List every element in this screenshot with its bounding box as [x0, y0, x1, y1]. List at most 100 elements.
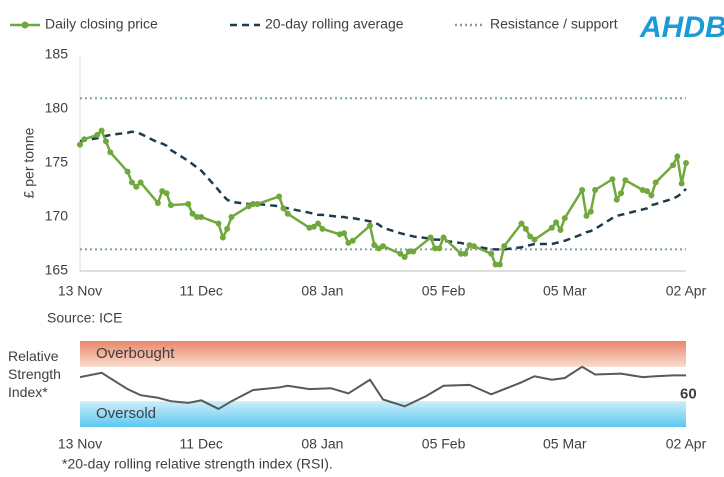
point: [522, 225, 529, 232]
band: [80, 401, 686, 427]
point: [501, 243, 508, 250]
point: [648, 192, 655, 199]
point: [527, 233, 534, 240]
point: [644, 188, 651, 195]
point: [254, 201, 261, 208]
band-label: Oversold: [96, 405, 156, 422]
point: [319, 225, 326, 232]
point: [349, 237, 356, 244]
point: [457, 250, 464, 257]
point: [410, 248, 417, 255]
point: [548, 224, 555, 231]
point: [592, 187, 599, 193]
footnote: *20-day rolling relative strength index …: [62, 456, 333, 472]
point: [154, 199, 161, 206]
point: [250, 201, 257, 208]
x-tick-label: 11 Dec: [180, 436, 223, 452]
band-label: Overbought: [96, 345, 175, 362]
point: [440, 234, 447, 241]
point: [198, 214, 205, 220]
point: [427, 234, 434, 241]
point: [579, 187, 586, 193]
point: [380, 243, 386, 250]
point: [98, 127, 105, 134]
y-tick-label: 175: [45, 154, 69, 170]
x-tick-label: 05 Mar: [543, 436, 587, 452]
point: [284, 210, 291, 217]
point: [107, 149, 114, 156]
x-tick-label: 08 Jan: [301, 283, 343, 299]
point: [462, 250, 469, 257]
point: [401, 253, 408, 260]
point: [341, 230, 348, 237]
point: [228, 214, 235, 220]
legend-label: 20-day rolling average: [265, 16, 404, 32]
point: [81, 136, 88, 143]
point: [518, 220, 525, 227]
point: [167, 202, 174, 209]
point: [128, 179, 135, 186]
point: [367, 222, 374, 229]
point: [215, 220, 222, 227]
point: [678, 180, 685, 187]
point: [102, 138, 109, 145]
x-tick-label: 11 Dec: [180, 283, 223, 299]
x-tick-label: 02 Apr: [666, 436, 707, 452]
point: [583, 212, 590, 219]
point: [397, 250, 404, 257]
point: [618, 190, 625, 197]
point: [310, 223, 317, 230]
point: [531, 236, 538, 243]
point: [470, 243, 477, 250]
point: [124, 168, 131, 175]
x-tick-label: 13 Nov: [58, 436, 102, 452]
point: [670, 162, 677, 169]
point: [622, 177, 629, 184]
point: [405, 248, 412, 255]
legend-label: Daily closing price: [45, 16, 158, 32]
point: [587, 208, 594, 215]
point: [219, 234, 226, 241]
band: [80, 341, 686, 367]
y-tick-label: 185: [45, 46, 69, 62]
point: [185, 201, 192, 208]
x-tick-label: 13 Nov: [58, 283, 102, 299]
point: [431, 245, 438, 252]
point: [557, 226, 564, 233]
point: [683, 160, 689, 166]
y-tick-label: 170: [45, 208, 69, 224]
point: [133, 183, 140, 190]
logo: AHDB: [639, 11, 724, 44]
point: [492, 261, 499, 268]
legend-label: Resistance / support: [490, 16, 618, 32]
point: [436, 245, 443, 252]
x-tick-label: 05 Feb: [422, 283, 466, 299]
rsi-axis-label: Relative Strength Index*: [8, 348, 61, 400]
series-line: [79, 130, 687, 251]
source: Source: ICE: [47, 310, 122, 326]
x-tick-label: 05 Mar: [543, 283, 587, 299]
point: [163, 190, 170, 197]
point: [371, 242, 378, 249]
point: [652, 179, 659, 186]
point: [137, 179, 144, 186]
x-tick-label: 02 Apr: [666, 283, 707, 299]
point: [280, 205, 287, 212]
point: [77, 141, 83, 148]
x-tick-label: 05 Feb: [422, 436, 466, 452]
y-axis-label: £ per tonne: [21, 127, 37, 198]
point: [674, 153, 681, 160]
point: [496, 261, 503, 268]
point: [613, 196, 620, 203]
point: [189, 210, 196, 217]
point: [315, 220, 322, 227]
point: [488, 250, 495, 257]
y-tick-label: 180: [45, 100, 69, 116]
last-value-label: 60: [680, 385, 697, 402]
y-tick-label: 165: [45, 262, 69, 278]
point: [553, 219, 560, 226]
point: [561, 215, 568, 222]
point: [276, 193, 283, 200]
